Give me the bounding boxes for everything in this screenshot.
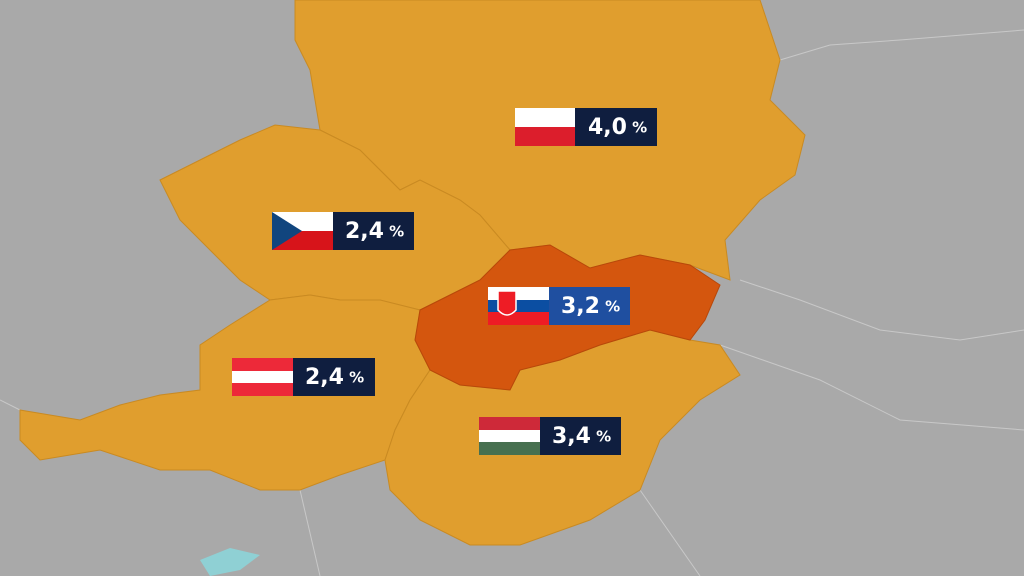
flag-emblem	[497, 290, 517, 316]
unit: %	[349, 369, 364, 387]
unit: %	[632, 119, 647, 137]
label-slovakia: 3,2 %	[488, 287, 630, 325]
value-text: 3,4 %	[552, 422, 611, 449]
label-austria: 2,4 %	[232, 358, 375, 396]
label-poland: 4,0 %	[515, 108, 657, 146]
label-czechia: 2,4 %	[272, 212, 414, 250]
flag	[232, 383, 293, 396]
value-box	[549, 287, 630, 325]
value: 3,2	[561, 294, 600, 319]
value: 3,4	[552, 424, 591, 449]
flag	[515, 127, 575, 146]
label-hungary: 3,4 %	[479, 417, 621, 455]
flag	[232, 358, 293, 371]
value-text: 2,4 %	[345, 217, 404, 244]
lake	[200, 548, 260, 576]
flag	[488, 287, 549, 300]
flag	[272, 212, 302, 250]
unit: %	[596, 428, 611, 446]
flag	[479, 442, 540, 455]
value: 2,4	[345, 219, 384, 244]
value-box	[333, 212, 414, 250]
value-box	[293, 358, 375, 396]
value-text: 2,4 %	[305, 363, 364, 390]
unit: %	[605, 298, 620, 316]
unit: %	[389, 223, 404, 241]
flag	[488, 312, 549, 325]
flag	[515, 108, 575, 127]
value-text: 4,0 %	[588, 113, 647, 140]
flag	[488, 300, 549, 312]
flag	[232, 371, 293, 383]
borders	[0, 29, 1024, 576]
value-text: 3,2 %	[561, 292, 620, 319]
value-box	[540, 417, 621, 455]
value-box	[575, 108, 657, 146]
value: 4,0	[588, 115, 627, 140]
flag	[479, 417, 540, 430]
flag	[479, 430, 540, 442]
value: 2,4	[305, 365, 344, 390]
